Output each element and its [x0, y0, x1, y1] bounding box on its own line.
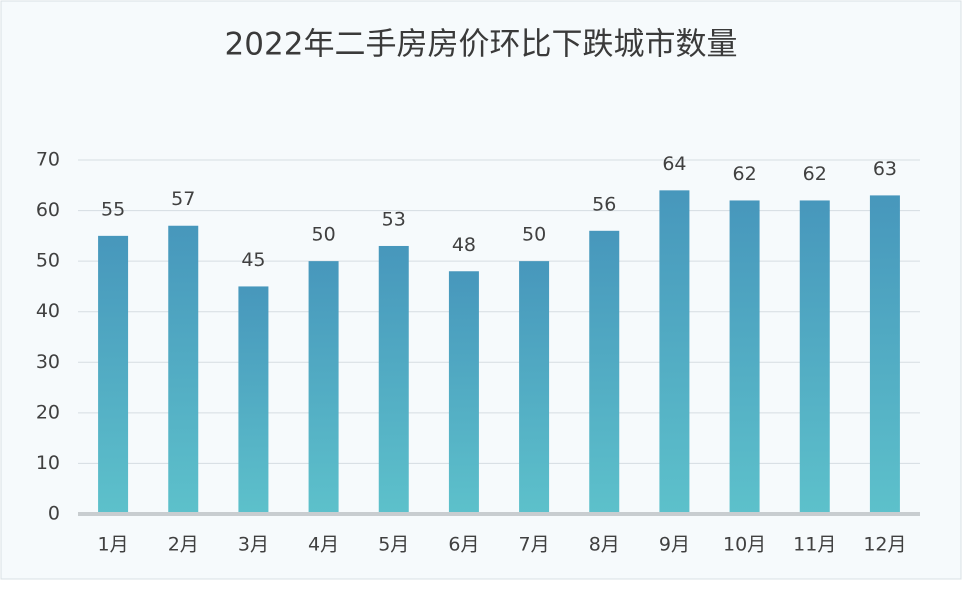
x-tick-label: 3月 [238, 534, 269, 556]
y-tick-label: 20 [36, 401, 60, 423]
bar [168, 225, 199, 514]
bar [519, 261, 550, 514]
x-tick-label: 4月 [308, 534, 339, 556]
data-label: 62 [803, 163, 827, 185]
bar [659, 190, 690, 515]
x-tick-label: 1月 [98, 534, 129, 556]
x-tick-label: 12月 [863, 534, 906, 556]
data-label: 62 [732, 163, 756, 185]
data-label: 50 [522, 224, 546, 246]
bar [589, 230, 620, 515]
x-tick-label: 8月 [589, 534, 620, 556]
y-tick-label: 50 [36, 250, 60, 272]
bar [238, 286, 269, 514]
y-tick-label: 10 [36, 452, 60, 474]
x-tick-label: 7月 [519, 534, 550, 556]
bar [729, 200, 760, 514]
chart-title: 2022年二手房房价环比下跌城市数量 [225, 27, 738, 63]
data-label: 57 [171, 188, 195, 210]
bar [378, 245, 409, 514]
data-label: 63 [873, 158, 897, 180]
data-label: 45 [241, 249, 265, 271]
x-tick-label: 10月 [723, 534, 766, 556]
data-label: 56 [592, 193, 616, 215]
y-tick-label: 30 [36, 351, 60, 373]
y-tick-label: 60 [36, 199, 60, 221]
data-label: 55 [101, 198, 125, 220]
data-label: 64 [662, 153, 686, 175]
x-tick-label: 5月 [378, 534, 409, 556]
x-tick-label: 6月 [448, 534, 479, 556]
bar [869, 195, 900, 514]
bar [98, 235, 129, 514]
x-tick-label: 2月 [168, 534, 199, 556]
x-tick-label: 11月 [793, 534, 836, 556]
data-label: 48 [452, 234, 476, 256]
bar [799, 200, 830, 514]
y-tick-label: 40 [36, 300, 60, 322]
data-label: 53 [382, 208, 406, 230]
y-tick-label: 70 [36, 149, 60, 171]
bar [308, 261, 339, 514]
data-label: 50 [311, 224, 335, 246]
x-tick-label: 9月 [659, 534, 690, 556]
y-tick-label: 0 [48, 503, 60, 525]
bar [448, 271, 479, 514]
